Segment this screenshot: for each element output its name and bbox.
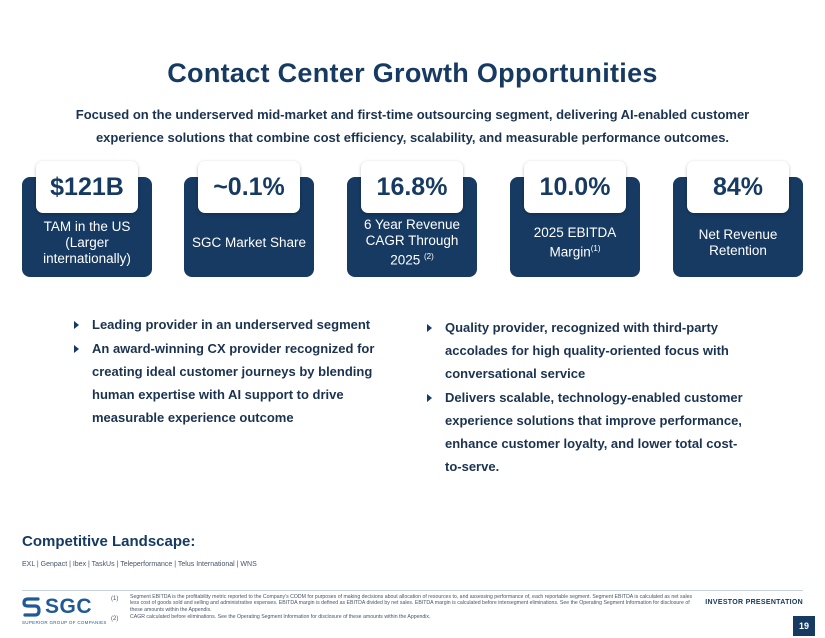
caret-right-icon	[427, 324, 432, 332]
stat-card-market-share: ~0.1% SGC Market Share	[184, 161, 314, 277]
stat-label-text: Net Revenue Retention	[698, 227, 778, 258]
page-title: Contact Center Growth Opportunities	[167, 58, 658, 88]
page-number: 19	[793, 616, 815, 636]
stat-label-text: 6 Year Revenue CAGR Through 2025	[363, 217, 461, 268]
competitive-landscape-heading: Competitive Landscape:	[22, 533, 196, 550]
footnote-text: CAGR calculated before eliminations. See…	[130, 614, 431, 620]
caret-right-icon	[427, 394, 432, 402]
caret-right-icon	[74, 321, 79, 329]
stat-label: 6 Year Revenue CAGR Through 2025 (2)	[351, 213, 473, 273]
bullet-text: Delivers scalable, technology-enabled cu…	[445, 390, 743, 474]
footer-divider	[22, 590, 803, 591]
stat-card-revenue-cagr: 16.8% 6 Year Revenue CAGR Through 2025 (…	[347, 161, 477, 277]
bullet-text: Leading provider in an underserved segme…	[92, 317, 371, 332]
stat-label-text: TAM in the US (Larger internationally)	[43, 219, 131, 266]
page-subtitle: Focused on the underserved mid-market an…	[75, 107, 750, 145]
stat-value: 16.8%	[361, 161, 463, 213]
caret-right-icon	[74, 345, 79, 353]
stat-value: 84%	[687, 161, 789, 213]
stat-label: 2025 EBITDA Margin(1)	[514, 213, 636, 273]
footnote-text: Segment EBITDA is the profitability metr…	[130, 594, 693, 613]
bullet-list-right: Quality provider, recognized with third-…	[425, 316, 750, 479]
stat-label-text: 2025 EBITDA Margin	[533, 225, 617, 260]
stat-value: $121B	[36, 161, 138, 213]
bullet-item: Leading provider in an underserved segme…	[72, 313, 397, 336]
stat-value: 10.0%	[524, 161, 626, 213]
footnote-ref: (1)	[590, 244, 601, 254]
footnote-number: (1)	[111, 596, 119, 602]
stat-label: TAM in the US (Larger internationally)	[26, 213, 148, 273]
stat-card-tam: $121B TAM in the US (Larger internationa…	[22, 161, 152, 277]
bullet-item: An award-winning CX provider recognized …	[72, 337, 397, 429]
stat-card-net-revenue-retention: 84% Net Revenue Retention	[673, 161, 803, 277]
sgc-logo-icon	[22, 597, 41, 617]
bullet-item: Quality provider, recognized with third-…	[425, 316, 750, 385]
investor-presentation-label: INVESTOR PRESENTATION	[705, 599, 803, 606]
bullet-list-left: Leading provider in an underserved segme…	[72, 313, 397, 430]
logo-text: SGC	[45, 595, 93, 618]
bullet-text: Quality provider, recognized with third-…	[445, 320, 729, 381]
stat-label: SGC Market Share	[188, 213, 310, 273]
bullet-item: Delivers scalable, technology-enabled cu…	[425, 386, 750, 478]
footnote-number: (2)	[111, 616, 119, 622]
stat-value: ~0.1%	[198, 161, 300, 213]
stat-card-ebitda-margin: 10.0% 2025 EBITDA Margin(1)	[510, 161, 640, 277]
competitor-list: EXL | Genpact | Ibex | TaskUs | Teleperf…	[22, 561, 257, 568]
stat-label-text: SGC Market Share	[191, 235, 307, 250]
footnote-ref: (2)	[424, 252, 434, 262]
bullet-text: An award-winning CX provider recognized …	[92, 341, 375, 425]
stat-label: Net Revenue Retention	[677, 213, 799, 273]
logo-tagline: SUPERIOR GROUP OF COMPANIES	[22, 620, 107, 625]
sgc-logo: SGC SUPERIOR GROUP OF COMPANIES	[22, 595, 107, 626]
